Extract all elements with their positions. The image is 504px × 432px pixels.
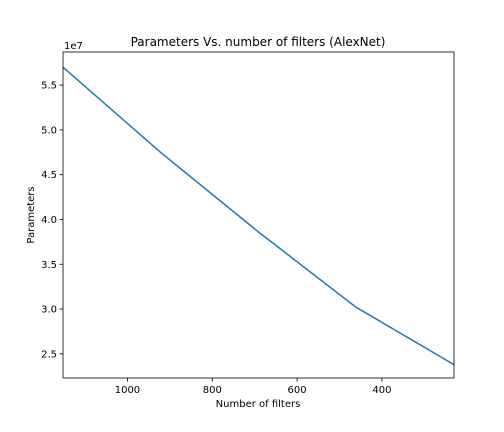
y-tick-label: 4.5: [41, 170, 57, 181]
y-tick-label: 3.5: [41, 260, 57, 271]
y-tick-label: 3.0: [41, 305, 57, 316]
plot-frame: [62, 51, 455, 379]
y-tick-label: 5.0: [41, 125, 57, 136]
x-axis-label: Number of filters: [216, 399, 301, 410]
y-axis: 2.5 3.0 3.5 4.0 4.5 5.0 5.5: [41, 81, 63, 360]
x-tick-label: 600: [288, 385, 307, 396]
chart-title: Parameters Vs. number of filters (AlexNe…: [131, 35, 386, 49]
x-tick-label: 800: [203, 385, 222, 396]
x-axis: 1000 800 600 400: [115, 378, 391, 396]
y-tick-label: 4.0: [41, 215, 57, 226]
x-tick-label: 1000: [115, 385, 140, 396]
y-axis-label: Parameters: [26, 186, 37, 243]
y-tick-label: 5.5: [41, 81, 57, 92]
plot-area: [62, 66, 455, 366]
x-tick-label: 400: [372, 385, 391, 396]
y-offset-label: 1e7: [64, 41, 83, 52]
series-line-0: [62, 66, 455, 366]
y-tick-label: 2.5: [41, 349, 57, 360]
